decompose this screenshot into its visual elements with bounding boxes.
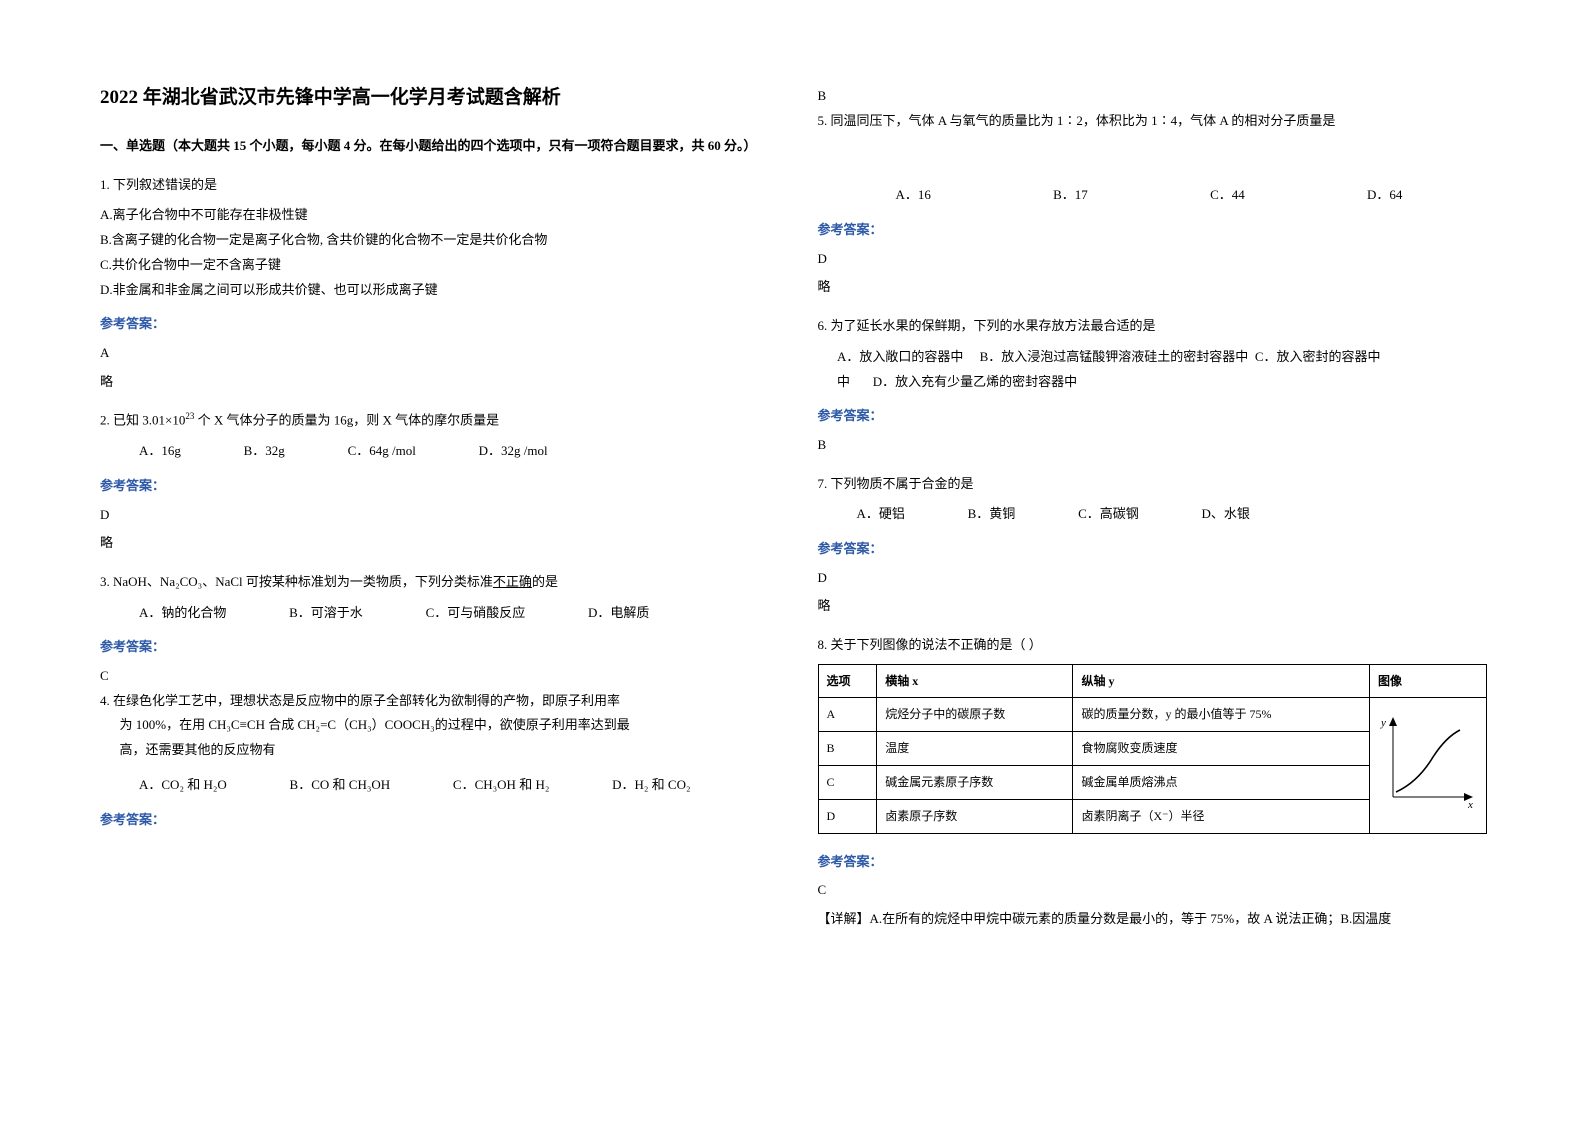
cell-ax: 烷烃分子中的碳原子数 [877,698,1073,732]
doc-title: 2022 年湖北省武汉市先锋中学高一化学月考试题含解析 [100,80,770,116]
q2-opt-c: C．64g /mol [328,439,416,464]
q7-opt-c: C．高碳钢 [1059,502,1139,527]
answer-label: 参考答案： [100,635,770,660]
answer-label: 参考答案： [818,218,1488,243]
cell-b: B [818,732,877,766]
th-x: 横轴 x [877,664,1073,698]
q5-note: 略 [818,275,1488,300]
q2-stem-c: 个 X 气体分子的质量为 16g，则 X 气体的摩尔质量是 [194,413,499,428]
q1-note: 略 [100,370,770,395]
q4-stem1: 4. 在绿色化学工艺中，理想状态是反应物中的原子全部转化为欲制得的产物，即原子利… [100,689,770,714]
q5-opt-c: C．44 [1171,183,1245,208]
th-graph: 图像 [1370,664,1487,698]
q3-stem: 3. NaOH、Na₂CO₃、NaCl 可按某种标准划为一类物质，下列分类标准不… [100,570,770,595]
cell-bx: 温度 [877,732,1073,766]
answer-label: 参考答案： [818,404,1488,429]
q3-answer: C [100,664,770,689]
q4-opt-d: D．H₂ 和 CO₂ [593,773,691,798]
q6-opts-row1: A．放入敞口的容器中 B．放入浸泡过高锰酸钾溶液硅土的密封容器中 C．放入密封的… [818,345,1488,370]
q3-options: A．钠的化合物 B．可溶于水 C．可与硝酸反应 D．电解质 [100,601,770,626]
axis-y-label: y [1380,717,1386,729]
q5-answer: D [818,247,1488,272]
q6-stem: 6. 为了延长水果的保鲜期，下列的水果存放方法最合适的是 [818,314,1488,339]
q7-opt-b: B．黄铜 [948,502,1015,527]
cell-a: A [818,698,877,732]
cell-d: D [818,799,877,833]
q6-answer: B [818,433,1488,458]
q2-sup: 23 [185,411,194,421]
table-row: 选项 横轴 x 纵轴 y 图像 [818,664,1487,698]
answer-label: 参考答案： [100,312,770,337]
q6-opt-a: A．放入敞口的容器中 [837,349,963,364]
cell-c: C [818,766,877,800]
q2-stem-a: 2. 已知 3.01×10 [100,413,185,428]
q4-opt-a: A．CO₂ 和 H₂O [120,773,227,798]
graph-cell: y x [1370,698,1487,833]
q1-opt-a: A.离子化合物中不可能存在非极性键 [100,203,770,228]
q4-stem2: 为 100%，在用 CH₃C≡CH 合成 CH₂=C（CH₃）COOCH₃的过程… [100,713,770,738]
q2-answer: D [100,503,770,528]
q7-answer: D [818,566,1488,591]
q3-stem-b: 的是 [532,574,558,589]
answer-label: 参考答案： [100,808,770,833]
q1-stem: 1. 下列叙述错误的是 [100,173,770,198]
cell-cx: 碱金属元素原子序数 [877,766,1073,800]
q8-stem: 8. 关于下列图像的说法不正确的是（ ） [818,633,1488,658]
q6-opt-b: B．放入浸泡过高锰酸钾溶液硅土的密封容器中 [980,349,1249,364]
q4-options: A．CO₂ 和 H₂O B．CO 和 CH₃OH C．CH₃OH 和 H₂ D．… [100,773,770,798]
answer-label: 参考答案： [818,537,1488,562]
cell-dx: 卤素原子序数 [877,799,1073,833]
q1-opt-c: C.共价化合物中一定不含离子键 [100,253,770,278]
axis-x-label: x [1467,799,1473,811]
cell-by: 食物腐败变质速度 [1073,732,1370,766]
q7-note: 略 [818,594,1488,619]
q3-stem-a: 3. NaOH、Na₂CO₃、NaCl 可按某种标准划为一类物质，下列分类标准 [100,574,493,589]
q4-answer: B [818,84,1488,109]
q5-opt-b: B．17 [1014,183,1088,208]
q1-answer: A [100,341,770,366]
q6-opt-c: C．放入密封的容器中 [1255,349,1381,364]
cell-cy: 碱金属单质熔沸点 [1073,766,1370,800]
q7-stem: 7. 下列物质不属于合金的是 [818,472,1488,497]
q5-opt-d: D．64 [1328,183,1402,208]
q8-answer: C [818,878,1488,903]
q5-options: A．16 B．17 C．44 D．64 [818,183,1488,208]
q3-opt-c: C．可与硝酸反应 [406,601,525,626]
q2-opt-d: D．32g /mol [459,439,547,464]
q5-stem: 5. 同温同压下，气体 A 与氧气的质量比为 1∶2，体积比为 1∶4，气体 A… [818,109,1488,134]
cell-ay: 碳的质量分数，y 的最小值等于 75% [1073,698,1370,732]
q1-opt-b: B.含离子键的化合物一定是离子化合物, 含共价键的化合物不一定是共价化合物 [100,228,770,253]
q7-opt-a: A．硬铝 [837,502,905,527]
q5-opt-a: A．16 [857,183,931,208]
q1-opt-d: D.非金属和非金属之间可以形成共价键、也可以形成离子键 [100,278,770,303]
q6-opt-d: D．放入充有少量乙烯的密封容器中 [873,374,1077,389]
q2-stem: 2. 已知 3.01×1023 个 X 气体分子的质量为 16g，则 X 气体的… [100,408,770,433]
answer-label: 参考答案： [818,850,1488,875]
q2-options: A．16g B．32g C．64g /mol D．32g /mol [100,439,770,464]
q6-opt-c-cont: 中 [837,374,850,389]
q7-options: A．硬铝 B．黄铜 C．高碳钢 D、水银 [818,502,1488,527]
q3-opt-d: D．电解质 [568,601,649,626]
th-y: 纵轴 y [1073,664,1370,698]
q6-opts-row2: 中 D．放入充有少量乙烯的密封容器中 [818,370,1488,395]
q2-opt-b: B．32g [224,439,285,464]
answer-label: 参考答案： [100,474,770,499]
q3-stem-u: 不正确 [493,574,532,589]
q4-opt-c: C．CH₃OH 和 H₂ [433,773,549,798]
q4-opt-b: B．CO 和 CH₃OH [270,773,390,798]
curve-icon: y x [1378,712,1478,812]
th-option: 选项 [818,664,877,698]
section-heading: 一、单选题（本大题共 15 个小题，每小题 4 分。在每小题给出的四个选项中，只… [100,134,770,159]
q2-note: 略 [100,531,770,556]
table-row: A 烷烃分子中的碳原子数 碳的质量分数，y 的最小值等于 75% y x [818,698,1487,732]
q4-stem3: 高，还需要其他的反应物有 [100,738,770,763]
q3-opt-a: A．钠的化合物 [120,601,227,626]
q8-table: 选项 横轴 x 纵轴 y 图像 A 烷烃分子中的碳原子数 碳的质量分数，y 的最… [818,664,1488,834]
q7-opt-d: D、水银 [1182,502,1250,527]
q2-opt-a: A．16g [120,439,181,464]
q8-explanation: 【详解】A.在所有的烷烃中甲烷中碳元素的质量分数是最小的，等于 75%，故 A … [818,907,1488,932]
cell-dy: 卤素阴离子（X⁻）半径 [1073,799,1370,833]
q3-opt-b: B．可溶于水 [270,601,363,626]
